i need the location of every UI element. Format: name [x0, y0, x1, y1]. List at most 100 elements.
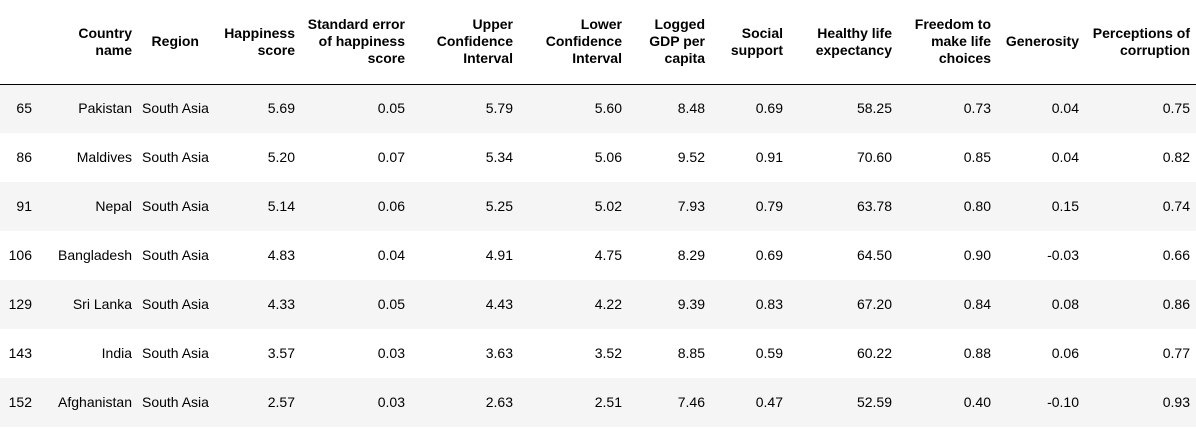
cell-social-support: 0.69: [755, 100, 783, 117]
row-index: 91: [16, 198, 32, 214]
cell-lower-ci: 5.60: [594, 100, 622, 117]
cell-social-support: 0.79: [755, 198, 783, 214]
cell-standard-error: 0.07: [377, 149, 405, 165]
table-row: 143 India South Asia 3.57 0.03 3.63 3.52…: [0, 329, 1196, 378]
cell-freedom: 0.80: [963, 198, 991, 214]
cell-standard-error: 0.03: [377, 394, 405, 410]
cell-lower-ci: 4.75: [594, 247, 622, 263]
header-healthy-life-expectancy: Healthy life expectancy: [789, 0, 898, 85]
cell-standard-error: 0.05: [377, 100, 405, 117]
cell-freedom: 0.73: [963, 100, 991, 117]
header-generosity: Generosity: [997, 0, 1085, 85]
header-region: Region: [138, 0, 205, 85]
cell-region: South Asia: [142, 149, 209, 165]
cell-lower-ci: 4.22: [594, 296, 622, 312]
cell-social-support: 0.83: [755, 296, 783, 312]
cell-region: South Asia: [142, 198, 209, 214]
table-row: 86 Maldives South Asia 5.20 0.07 5.34 5.…: [0, 133, 1196, 182]
row-index: 106: [8, 247, 32, 263]
cell-upper-ci: 2.63: [485, 394, 513, 410]
cell-logged-gdp: 9.52: [677, 149, 705, 165]
cell-social-support: 0.69: [755, 247, 783, 263]
cell-happiness-score: 2.57: [267, 394, 295, 410]
header-freedom: Freedom to make life choices: [898, 0, 997, 85]
cell-freedom: 0.88: [963, 345, 991, 361]
cell-country-name: Afghanistan: [58, 394, 132, 410]
cell-upper-ci: 3.63: [485, 345, 513, 361]
cell-generosity: 0.04: [1051, 100, 1079, 117]
cell-corruption: 0.93: [1162, 394, 1190, 410]
cell-freedom: 0.85: [963, 149, 991, 165]
row-index: 65: [16, 100, 32, 117]
cell-happiness-score: 3.57: [267, 345, 295, 361]
cell-corruption: 0.75: [1162, 100, 1190, 117]
cell-happiness-score: 5.20: [267, 149, 295, 165]
header-lower-ci: Lower Confidence Interval: [519, 0, 628, 85]
table-row: 91 Nepal South Asia 5.14 0.06 5.25 5.02 …: [0, 182, 1196, 231]
cell-happiness-score: 4.33: [267, 296, 295, 312]
cell-upper-ci: 5.79: [485, 100, 513, 117]
cell-upper-ci: 5.34: [485, 149, 513, 165]
cell-generosity: 0.08: [1051, 296, 1079, 312]
cell-country-name: Bangladesh: [58, 247, 132, 263]
cell-country-name: Nepal: [95, 198, 132, 214]
cell-generosity: 0.04: [1051, 149, 1079, 165]
cell-corruption: 0.82: [1162, 149, 1190, 165]
cell-healthy-life-expectancy: 58.25: [856, 100, 892, 117]
cell-upper-ci: 5.25: [485, 198, 513, 214]
cell-country-name: Sri Lanka: [72, 296, 132, 312]
cell-upper-ci: 4.43: [485, 296, 513, 312]
cell-logged-gdp: 8.85: [677, 345, 705, 361]
cell-logged-gdp: 8.48: [677, 100, 705, 117]
cell-corruption: 0.77: [1162, 345, 1190, 361]
cell-happiness-score: 4.83: [267, 247, 295, 263]
row-index: 143: [8, 345, 32, 361]
row-index: 86: [16, 149, 32, 165]
cell-lower-ci: 5.02: [594, 198, 622, 214]
header-social-support: Social support: [711, 0, 789, 85]
cell-happiness-score: 5.14: [267, 198, 295, 214]
cell-standard-error: 0.05: [377, 296, 405, 312]
cell-freedom: 0.90: [963, 247, 991, 263]
cell-generosity: -0.10: [1047, 394, 1079, 410]
cell-healthy-life-expectancy: 67.20: [856, 296, 892, 312]
cell-freedom: 0.84: [963, 296, 991, 312]
cell-region: South Asia: [142, 100, 209, 117]
index-header: [0, 0, 38, 85]
table-row: 106 Bangladesh South Asia 4.83 0.04 4.91…: [0, 231, 1196, 280]
cell-generosity: -0.03: [1047, 247, 1079, 263]
cell-lower-ci: 3.52: [594, 345, 622, 361]
header-happiness-score: Happiness score: [205, 0, 301, 85]
header-upper-ci: Upper Confidence Interval: [411, 0, 519, 85]
cell-lower-ci: 2.51: [594, 394, 622, 410]
cell-logged-gdp: 7.46: [677, 394, 705, 410]
cell-logged-gdp: 9.39: [677, 296, 705, 312]
cell-corruption: 0.86: [1162, 296, 1190, 312]
header-standard-error: Standard error of happiness score: [301, 0, 411, 85]
table-row: 152 Afghanistan South Asia 2.57 0.03 2.6…: [0, 378, 1196, 427]
header-country-name: Country name: [38, 0, 138, 85]
cell-country-name: Pakistan: [78, 100, 132, 117]
table-row: 65 Pakistan South Asia 5.69 0.05 5.79 5.…: [0, 84, 1196, 133]
cell-social-support: 0.47: [755, 394, 783, 410]
header-row: Country name Region Happiness score Stan…: [0, 0, 1196, 85]
cell-healthy-life-expectancy: 70.60: [856, 149, 892, 165]
cell-social-support: 0.91: [755, 149, 783, 165]
cell-generosity: 0.06: [1051, 345, 1079, 361]
table-row: 129 Sri Lanka South Asia 4.33 0.05 4.43 …: [0, 280, 1196, 329]
cell-lower-ci: 5.06: [594, 149, 622, 165]
cell-standard-error: 0.04: [377, 247, 405, 263]
cell-country-name: Maldives: [76, 149, 132, 165]
cell-healthy-life-expectancy: 63.78: [856, 198, 892, 214]
cell-generosity: 0.15: [1051, 198, 1079, 214]
cell-country-name: India: [101, 345, 132, 361]
cell-corruption: 0.74: [1162, 198, 1190, 214]
cell-upper-ci: 4.91: [485, 247, 513, 263]
header-corruption: Perceptions of corruption: [1085, 0, 1196, 85]
cell-healthy-life-expectancy: 52.59: [856, 394, 892, 410]
row-index: 152: [8, 394, 32, 410]
cell-standard-error: 0.06: [377, 198, 405, 214]
cell-logged-gdp: 8.29: [677, 247, 705, 263]
